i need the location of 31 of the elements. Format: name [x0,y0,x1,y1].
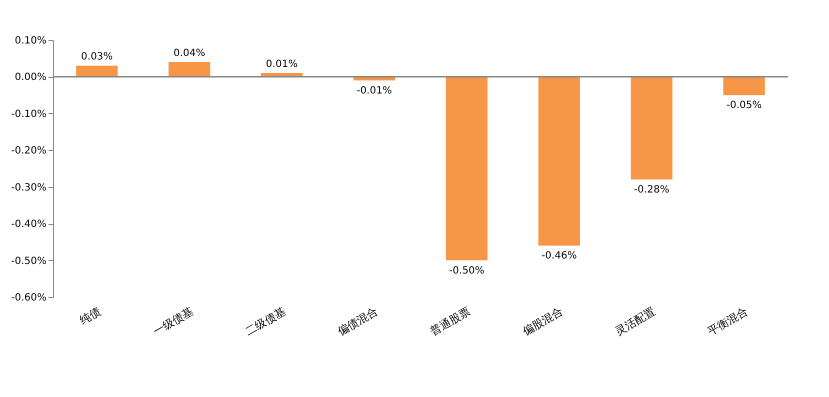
data-label: -0.05% [726,100,762,112]
data-label: -0.28% [634,184,670,196]
data-label: -0.46% [541,250,577,262]
y-tick-label: -0.30% [11,182,46,194]
y-tick-label: -0.60% [11,292,46,304]
x-tick-label: 普通股票 [428,304,473,338]
bar [168,62,210,77]
bar [723,76,765,96]
y-tick-label: 0.10% [14,36,46,46]
data-label: 0.04% [173,48,206,60]
y-tick-label: -0.20% [11,146,46,157]
data-label: 0.01% [266,59,298,70]
x-tick-label: 偏股混合 [520,304,566,338]
data-label: 0.03% [81,52,113,63]
x-tick-label: 平衡混合 [705,304,750,338]
bar [538,76,580,246]
data-label: -0.50% [449,265,484,276]
x-tick-label: 一级债基 [150,304,196,338]
bar [353,76,396,80]
y-tick-label: -0.50% [11,256,46,267]
y-tick-label: 0.00% [14,72,46,84]
x-tick-label: 灵活配置 [613,304,658,338]
data-label: -0.01% [356,85,392,96]
bar [446,76,488,260]
x-tick-label: 二级债基 [243,304,288,338]
y-tick-label: -0.10% [11,108,46,120]
bar [630,76,672,180]
y-tick-label: -0.40% [11,219,46,230]
x-tick-label: 纯债 [77,304,103,327]
bar [76,66,118,77]
x-tick-label: 偏债混合 [336,304,380,338]
